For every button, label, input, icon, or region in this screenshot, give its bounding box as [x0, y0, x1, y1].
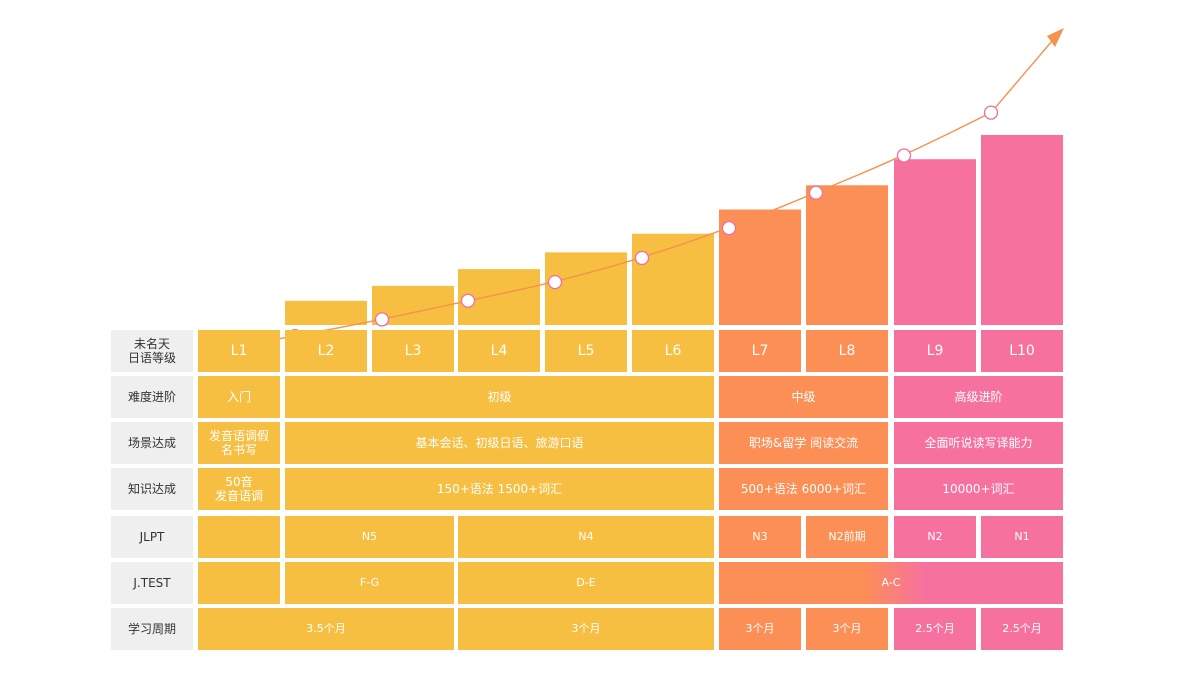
table-cell: 初级: [285, 376, 714, 418]
table-cell: N3: [719, 516, 801, 558]
table-cell: N2前期: [806, 516, 888, 558]
table-cell: 150+语法 1500+词汇: [285, 468, 714, 510]
bar-l2: [285, 300, 367, 325]
trend-point-l6: [634, 250, 650, 266]
level-label-l10: L10: [981, 330, 1063, 372]
level-label-l9: L9: [894, 330, 976, 372]
table-cell: 入门: [198, 376, 280, 418]
level-label-l6: L6: [632, 330, 714, 372]
row-header: J.TEST: [111, 562, 193, 604]
level-label-l8: L8: [806, 330, 888, 372]
level-label-l3: L3: [372, 330, 454, 372]
table-cell: 2.5个月: [894, 608, 976, 650]
table-cell: D-E: [458, 562, 714, 604]
table-cell: 中级: [719, 376, 888, 418]
table-cell: 3.5个月: [198, 608, 454, 650]
table-cell: 全面听说读写译能力: [894, 422, 1063, 464]
bar-l10: [981, 135, 1063, 325]
table-cell: [198, 516, 280, 558]
table-cell: 高级进阶: [894, 376, 1063, 418]
bar-l9: [894, 159, 976, 325]
table-cell: 3个月: [719, 608, 801, 650]
level-label-l4: L4: [458, 330, 540, 372]
table-cell: A-C: [719, 562, 1063, 604]
row-header: 场景达成: [111, 422, 193, 464]
table-cell: N1: [981, 516, 1063, 558]
table-cell: N5: [285, 516, 454, 558]
row-header: JLPT: [111, 516, 193, 558]
row-header: 知识达成: [111, 468, 193, 510]
trend-point-l4: [460, 293, 476, 308]
table-cell: 50音 发音语调: [198, 468, 280, 510]
table-cell: F-G: [285, 562, 454, 604]
table-cell: 3个月: [458, 608, 714, 650]
row-header: 难度进阶: [111, 376, 193, 418]
table-cell: 2.5个月: [981, 608, 1063, 650]
level-label-l1: L1: [198, 330, 280, 372]
trend-point-l10: [983, 105, 999, 120]
table-cell: N4: [458, 516, 714, 558]
table-cell: N2: [894, 516, 976, 558]
level-label-l2: L2: [285, 330, 367, 372]
table-cell: 职场&留学 阅读交流: [719, 422, 888, 464]
trend-arrow-icon: [1047, 28, 1064, 47]
level-label-l5: L5: [545, 330, 627, 372]
row-header: 未名天 日语等级: [111, 330, 193, 372]
table-cell: 500+语法 6000+词汇: [719, 468, 888, 510]
bar-l8: [806, 185, 888, 325]
bar-l5: [545, 252, 627, 325]
table-cell: [198, 562, 280, 604]
bar-l6: [632, 233, 714, 325]
trend-point-l8: [808, 185, 824, 200]
table-cell: 3个月: [806, 608, 888, 650]
level-label-l7: L7: [719, 330, 801, 372]
table-cell: 10000+词汇: [894, 468, 1063, 510]
trend-point-l9: [896, 148, 912, 163]
table-cell: 基本会话、初级日语、旅游口语: [285, 422, 714, 464]
trend-point-l5: [547, 275, 563, 290]
trend-point-l3: [374, 312, 390, 327]
row-header: 学习周期: [111, 608, 193, 650]
trend-point-l7: [721, 220, 737, 236]
table-cell: 发音语调假 名书写: [198, 422, 280, 464]
